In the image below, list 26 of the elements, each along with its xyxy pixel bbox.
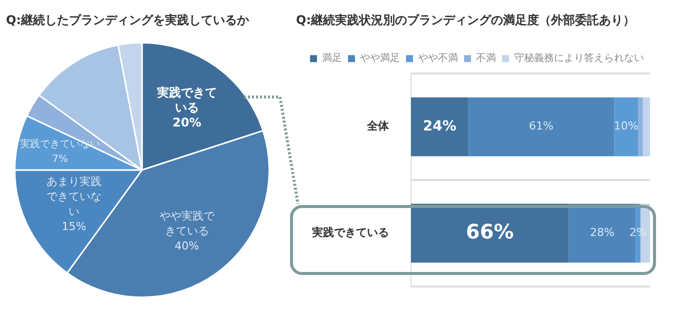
chart-title: Q:継続実践状況別のブランディングの満足度（外部委託あり） xyxy=(296,12,635,29)
data-label: 10% xyxy=(614,120,638,133)
data-label: 24% xyxy=(422,118,456,134)
data-label: 66% xyxy=(466,219,514,244)
bar xyxy=(642,97,650,156)
legend-label: やや満足 xyxy=(360,52,400,64)
bar xyxy=(468,97,614,156)
data-label: 7% xyxy=(52,154,68,165)
y-tick-label: 全体 xyxy=(366,120,390,133)
legend-label: やや不満 xyxy=(418,52,458,64)
data-label: 28% xyxy=(590,226,614,240)
bar xyxy=(638,97,643,156)
legend-label: 満足 xyxy=(322,52,342,64)
data-label: 20% xyxy=(172,115,202,130)
legend-label: 不満 xyxy=(476,52,496,64)
bar xyxy=(411,97,468,156)
data-label: 15% xyxy=(62,220,86,234)
bar xyxy=(614,97,638,156)
legend-label: 守秘義務により答えられない xyxy=(514,52,644,64)
data-label: 40% xyxy=(174,240,200,253)
slice-label: あまり実践できていない xyxy=(46,175,102,218)
bar xyxy=(411,204,569,263)
chart-title: Q:継続したブランディングを実践しているか xyxy=(6,12,249,29)
slice-label: 実践できている xyxy=(156,85,217,114)
slice-label: やや実践できている xyxy=(159,210,216,238)
data-label: 61% xyxy=(529,120,554,133)
